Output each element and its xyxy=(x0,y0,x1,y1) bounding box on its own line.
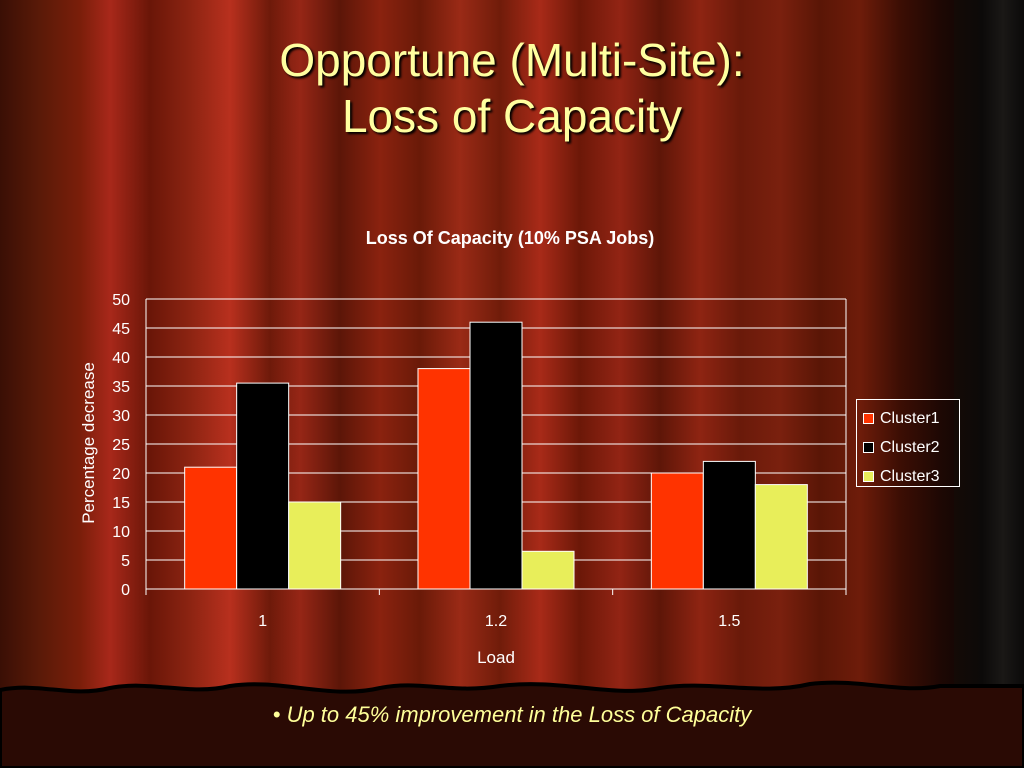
y-tick-label: 45 xyxy=(112,321,130,338)
x-tick-label: 1.2 xyxy=(485,613,507,630)
legend-item-cluster1: Cluster1 xyxy=(863,404,959,433)
legend-label-cluster1: Cluster1 xyxy=(880,409,940,427)
y-tick-label: 10 xyxy=(112,524,130,541)
bullet-point: • Up to 45% improvement in the Loss of C… xyxy=(272,702,752,727)
bars xyxy=(184,321,808,590)
bar-cluster2-1.5 xyxy=(702,460,756,590)
y-tick-label: 35 xyxy=(112,379,130,396)
slide-title-line-1: Opportune (Multi-Site): xyxy=(279,34,745,86)
legend-label-cluster2: Cluster2 xyxy=(880,438,940,456)
y-tick-label: 5 xyxy=(121,553,130,570)
legend-item-cluster3: Cluster3 xyxy=(863,462,959,491)
y-tick-label: 15 xyxy=(112,495,130,512)
chart-legend: Cluster1 Cluster2 Cluster3 xyxy=(856,399,960,487)
y-tick-label: 25 xyxy=(112,437,130,454)
y-axis-label: Percentage decrease xyxy=(79,362,98,524)
bar-cluster3-1.2 xyxy=(521,550,575,590)
x-tick-labels: 1 1.2 1.5 xyxy=(258,613,740,630)
y-tick-label: 50 xyxy=(112,292,130,309)
bar-cluster1-1.2 xyxy=(417,368,471,590)
y-tick-label: 40 xyxy=(112,350,130,367)
y-tick-label: 30 xyxy=(112,408,130,425)
y-tick-label: 0 xyxy=(121,582,130,599)
bar-cluster1-1.5 xyxy=(650,472,704,590)
x-tick-label: 1.5 xyxy=(718,613,740,630)
curtain-bottom-hem xyxy=(0,680,1024,768)
legend-swatch-cluster3 xyxy=(863,471,874,482)
legend-label-cluster3: Cluster3 xyxy=(880,467,940,485)
legend-swatch-cluster2 xyxy=(863,442,874,453)
bar-cluster3-1 xyxy=(288,501,342,590)
bar-cluster2-1.2 xyxy=(469,321,523,590)
chart-title: Loss Of Capacity (10% PSA Jobs) xyxy=(365,228,655,248)
bar-cluster3-1.5 xyxy=(754,484,808,590)
y-tick-label: 20 xyxy=(112,466,130,483)
y-tick-labels: 0 5 10 15 20 25 30 35 40 45 50 xyxy=(112,292,130,599)
axes xyxy=(145,299,847,595)
slide-title: Opportune (Multi-Site): Loss of Capacity xyxy=(0,32,1024,144)
x-axis-label: Load xyxy=(477,648,515,667)
legend-swatch-cluster1 xyxy=(863,413,874,424)
x-tick-label: 1 xyxy=(258,613,267,630)
bar-cluster2-1 xyxy=(236,382,290,590)
slide-title-line-2: Loss of Capacity xyxy=(341,90,683,142)
legend-item-cluster2: Cluster2 xyxy=(863,433,959,462)
bar-cluster1-1 xyxy=(184,466,238,590)
curtain-right-drape xyxy=(954,0,1024,768)
